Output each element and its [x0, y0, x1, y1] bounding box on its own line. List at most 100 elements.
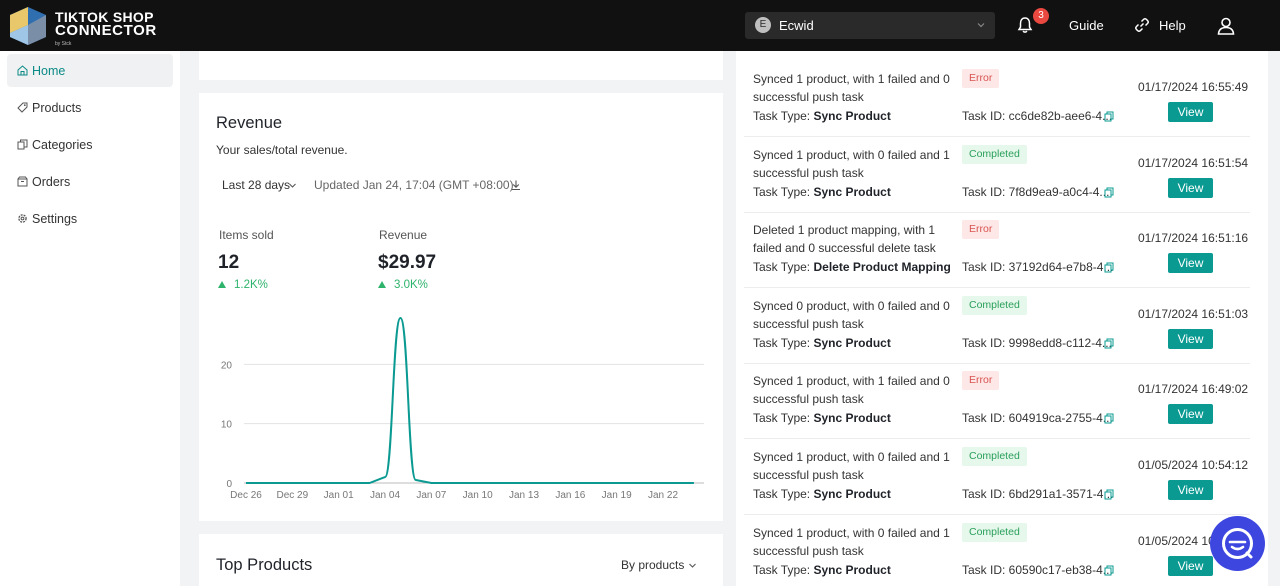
task-timestamp: 01/17/2024 16:49:02	[1138, 382, 1249, 397]
copy-icon[interactable]	[1104, 111, 1114, 122]
store-name: Ecwid	[779, 18, 814, 33]
task-timestamp: 01/17/2024 16:51:03	[1138, 306, 1249, 321]
view-button[interactable]: View	[1168, 102, 1213, 122]
x-tick-label: Jan 10	[463, 490, 493, 501]
task-type-prefix: Task Type:	[753, 411, 811, 426]
chat-button[interactable]	[1210, 516, 1265, 571]
app-logo[interactable]: TIKTOK SHOP CONNECTOR by Stck	[6, 5, 156, 47]
chevron-down-icon[interactable]	[688, 561, 697, 570]
task-row: Synced 1 product, with 1 failed and 0 su…	[744, 363, 1250, 440]
logo-byline: by Stck	[55, 41, 72, 47]
task-type-prefix: Task Type:	[753, 260, 811, 275]
x-tick-label: Dec 26	[230, 490, 262, 501]
sidebar-item-label: Home	[32, 64, 66, 78]
x-tick-label: Jan 22	[648, 490, 678, 501]
view-button[interactable]: View	[1168, 328, 1213, 349]
task-type-value: Delete Product Mapping	[813, 260, 951, 275]
x-tick-label: Jan 19	[602, 490, 632, 501]
y-tick-label: 10	[221, 420, 233, 431]
sidebar-item-orders[interactable]: Orders	[7, 165, 173, 198]
x-tick-label: Jan 07	[416, 490, 446, 501]
sidebar-item-settings[interactable]: Settings	[7, 202, 173, 235]
metric-items-sold-label: Items sold	[219, 228, 274, 242]
task-message: Synced 1 product, with 0 failed and 1 su…	[753, 450, 950, 482]
task-type: Task Type: Sync Product	[753, 411, 891, 425]
chevron-down-icon	[977, 23, 985, 28]
arrow-up-icon	[218, 281, 226, 288]
logo-text: TIKTOK SHOP CONNECTOR	[55, 10, 157, 38]
home-icon	[17, 65, 28, 76]
task-type-prefix: Task Type:	[753, 184, 811, 199]
status-badge: Completed	[962, 295, 1027, 315]
x-tick-label: Jan 01	[324, 490, 354, 501]
metric-items-sold-value: 12	[218, 252, 240, 273]
tag-icon	[17, 102, 28, 113]
sidebar-item-home[interactable]: Home	[7, 54, 173, 87]
revenue-title: Revenue	[216, 114, 283, 132]
task-id: Task ID: 6bd291a1-3571-4...	[962, 487, 1114, 501]
view-button[interactable]: View	[1168, 253, 1213, 274]
task-id: Task ID: 604919ca-2755-4...	[962, 411, 1113, 426]
task-id: Task ID: cc6de82b-aee6-4...	[962, 109, 1113, 123]
view-button[interactable]: View	[1168, 177, 1213, 198]
task-type-prefix: Task Type:	[753, 562, 811, 577]
sidebar-item-label: Orders	[32, 175, 71, 189]
task-id: Task ID: 9998edd8-c112-4...	[962, 335, 1112, 350]
arrow-up-icon	[378, 281, 386, 288]
status-badge: Completed	[962, 522, 1027, 542]
top-products-selector[interactable]: By products	[621, 558, 685, 572]
task-type-value: Sync Product	[813, 562, 891, 577]
task-id: Task ID: 60590c17-eb38-4...	[962, 562, 1113, 577]
x-tick-label: Jan 04	[370, 490, 400, 501]
task-type-prefix: Task Type:	[753, 109, 811, 123]
chevron-down-icon[interactable]	[288, 181, 297, 190]
user-icon[interactable]	[1216, 16, 1236, 36]
task-list: Synced 1 product, with 1 failed and 0 su…	[736, 51, 1268, 586]
metric-revenue-change: 3.0K%	[394, 279, 428, 291]
date-range-select[interactable]: Last 28 days	[222, 178, 291, 192]
task-row: Synced 0 product, with 0 failed and 0 su…	[744, 288, 1250, 364]
logo-mark-icon	[10, 7, 46, 45]
sidebar-item-products[interactable]: Products	[7, 91, 173, 124]
copy-icon[interactable]	[1104, 262, 1114, 273]
task-row: Synced 1 product, with 0 failed and 1 su…	[744, 439, 1250, 515]
logo-line-2: CONNECTOR	[55, 22, 157, 39]
status-badge: Completed	[962, 447, 1027, 466]
guide-link[interactable]: Guide	[1069, 18, 1104, 33]
gear-icon	[18, 214, 27, 223]
metric-revenue-label: Revenue	[379, 228, 428, 242]
task-type: Task Type: Sync Product	[753, 563, 891, 577]
copy-icon[interactable]	[1104, 565, 1114, 576]
task-message: Synced 0 product, with 0 failed and 0 su…	[753, 298, 950, 331]
sidebar-item-categories[interactable]: Categories	[7, 128, 173, 161]
task-type-prefix: Task Type:	[753, 487, 811, 501]
store-selector[interactable]: E Ecwid	[745, 12, 995, 39]
scrollbar[interactable]	[1270, 51, 1280, 586]
task-type-value: Sync Product	[813, 109, 891, 123]
task-type: Task Type: Delete Product Mapping	[753, 260, 951, 274]
task-row: Deleted 1 product mapping, with 1 failed…	[744, 212, 1250, 289]
y-tick-label: 20	[221, 360, 233, 371]
copy-icon[interactable]	[1104, 413, 1114, 424]
revenue-chart: 0 10 20 Dec 26 Dec 29 Jan 01 Jan 04 Jan 07 Jan 1…	[221, 317, 704, 501]
task-message: Synced 1 product, with 0 failed and 1 su…	[753, 147, 950, 180]
logo-line-1: TIKTOK SHOP	[55, 9, 154, 25]
y-tick-label: 0	[226, 479, 232, 490]
task-type-value: Sync Product	[813, 184, 891, 199]
task-row: Synced 1 product, with 0 failed and 1 su…	[744, 515, 1250, 586]
view-button[interactable]: View	[1168, 480, 1213, 500]
x-tick-label: Jan 13	[509, 490, 539, 501]
copy-icon[interactable]	[1104, 338, 1114, 349]
task-message: Synced 1 product, with 1 failed and 0 su…	[753, 72, 950, 104]
download-icon[interactable]	[510, 179, 522, 191]
view-button[interactable]: View	[1168, 555, 1213, 576]
help-link[interactable]: Help	[1159, 18, 1186, 33]
task-type-prefix: Task Type:	[753, 335, 811, 350]
view-button[interactable]: View	[1168, 404, 1213, 425]
task-message: Deleted 1 product mapping, with 1 failed…	[753, 223, 936, 256]
copy-icon	[17, 139, 28, 150]
bell-icon[interactable]	[1016, 16, 1034, 34]
copy-icon[interactable]	[1104, 489, 1114, 500]
notification-badge: 3	[1033, 8, 1049, 24]
copy-icon[interactable]	[1104, 187, 1114, 198]
